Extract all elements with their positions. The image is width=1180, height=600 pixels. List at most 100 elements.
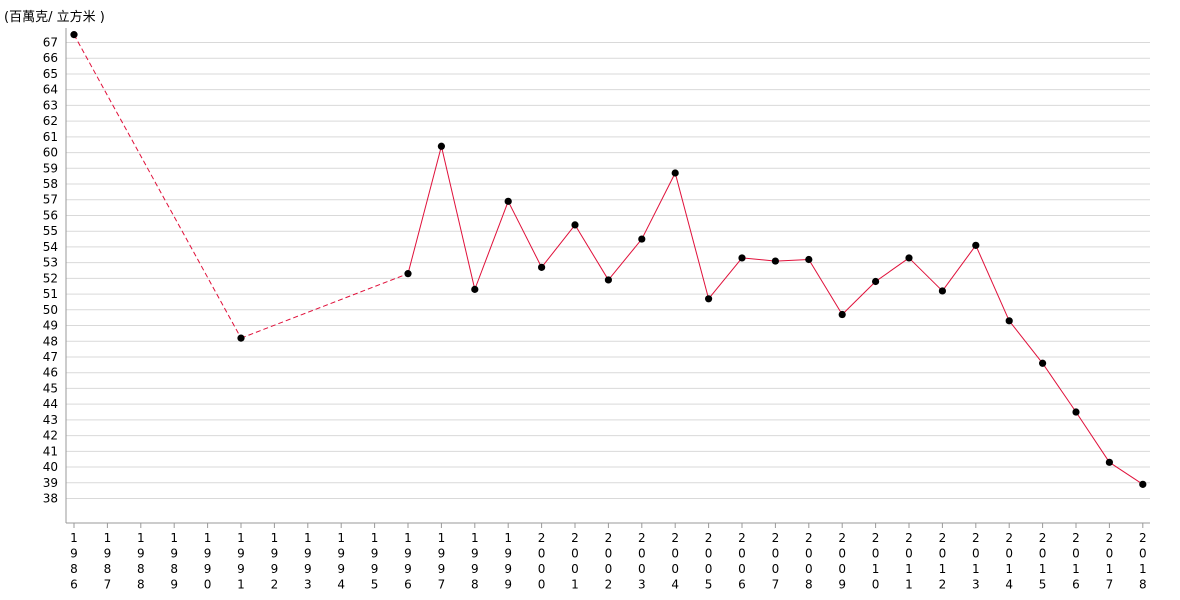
series-segment-2002-2003 <box>608 238 643 281</box>
y-tick-label-64: 64 <box>43 83 58 97</box>
y-tick-label-46: 46 <box>43 366 58 380</box>
data-point-2000 <box>538 263 546 271</box>
series-segment-1991-1996 <box>240 273 409 339</box>
series-segment-2012-2013 <box>941 245 977 292</box>
series-segment-2008-2009 <box>808 259 843 315</box>
data-point-2014 <box>1005 317 1013 325</box>
y-tick-label-51: 51 <box>43 287 58 301</box>
y-tick-label-60: 60 <box>43 146 58 160</box>
data-point-1986 <box>70 31 78 39</box>
y-tick-label-58: 58 <box>43 177 58 191</box>
series-segment-2000-2001 <box>541 224 576 268</box>
series-segment-2017-2018 <box>1109 461 1144 485</box>
series-segment-2013-2014 <box>975 245 1010 322</box>
data-point-2009 <box>838 310 846 319</box>
series-segment-1996-1997 <box>407 146 442 274</box>
series-segment-1998-1999 <box>474 201 509 290</box>
series-segment-2003-2004 <box>641 172 676 240</box>
grid-lines <box>66 42 1150 499</box>
data-point-1998 <box>471 285 479 293</box>
series-segment-2005-2006 <box>708 257 743 300</box>
series-segment-2009-2010 <box>841 281 876 315</box>
data-point-2015 <box>1039 359 1047 367</box>
y-tick-label-52: 52 <box>43 271 58 285</box>
series-segment-2014-2015 <box>1008 320 1043 364</box>
y-tick-label-42: 42 <box>43 429 58 443</box>
y-tick-label-65: 65 <box>43 67 58 81</box>
data-point-1991 <box>237 334 245 342</box>
series-segment-1997-1998 <box>440 146 476 290</box>
y-axis-unit-label: (百萬克/ 立方米 ) <box>4 9 105 25</box>
data-point-1999 <box>504 197 512 205</box>
data-point-2004 <box>671 169 679 177</box>
data-point-2008 <box>805 255 813 264</box>
data-point-2003 <box>638 235 646 243</box>
y-tick-label-48: 48 <box>43 334 58 348</box>
y-tick-label-44: 44 <box>43 397 58 411</box>
series-segment-2007-2008 <box>775 258 809 262</box>
y-tick-label-66: 66 <box>43 51 58 65</box>
y-tick-label-63: 63 <box>43 98 58 112</box>
x-tick-labels: 1 9 8 6 1 9 8 7 1 9 8 8 1 9 8 9 1 9 9 0 1 9 9 1 1 9 9 2 1 9 9 3 1 9 9 4 1 9 9 5… <box>70 531 1146 592</box>
data-point-2013 <box>972 241 980 249</box>
series-segment-1999-2000 <box>507 201 543 268</box>
series-points <box>70 31 1147 488</box>
y-tick-label-45: 45 <box>43 381 58 395</box>
data-point-1997 <box>437 142 445 150</box>
data-point-2018 <box>1139 480 1147 488</box>
y-tick-label-54: 54 <box>43 240 58 254</box>
y-tick-label-39: 39 <box>43 476 58 490</box>
series-segment-2004-2005 <box>674 172 710 299</box>
series-line <box>73 34 1144 485</box>
y-tick-label-62: 62 <box>43 114 58 128</box>
y-tick-label-61: 61 <box>43 130 58 144</box>
data-point-2010 <box>872 277 880 286</box>
y-tick-label-50: 50 <box>43 303 58 317</box>
series-segment-2001-2002 <box>574 224 609 281</box>
series-segment-2015-2016 <box>1042 362 1077 413</box>
y-tick-label-49: 49 <box>43 319 58 333</box>
y-tick-label-43: 43 <box>43 413 58 427</box>
y-tick-label-47: 47 <box>43 350 58 364</box>
data-point-2006 <box>738 254 746 262</box>
data-point-2007 <box>771 257 780 265</box>
series-segment-2006-2007 <box>741 257 776 262</box>
y-tick-label-38: 38 <box>43 492 58 506</box>
y-tick-label-55: 55 <box>43 224 58 238</box>
y-tick-label-59: 59 <box>43 161 58 175</box>
data-point-2011 <box>905 254 913 262</box>
data-point-2012 <box>938 287 947 295</box>
data-point-2016 <box>1072 408 1080 416</box>
